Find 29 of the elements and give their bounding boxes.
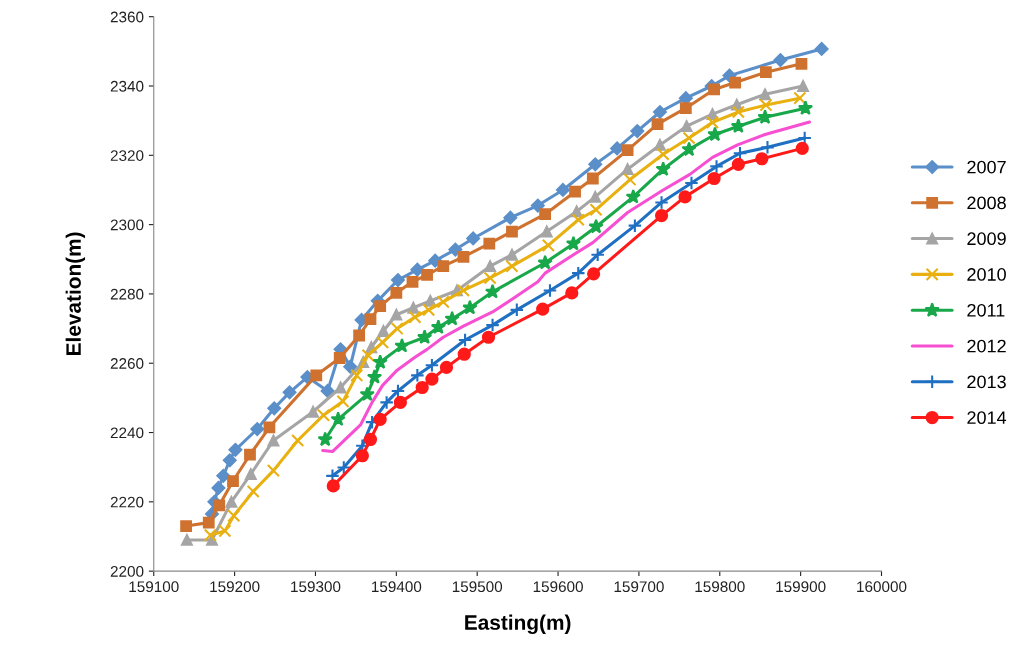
y-tick-label: 2360	[110, 11, 144, 23]
legend-label: 2009	[967, 232, 1006, 246]
y-tick-label: 2200	[110, 566, 144, 577]
legend-label: 2014	[967, 411, 1007, 425]
y-tick-label: 2280	[110, 288, 144, 300]
y-axis-title: Elevation(m)	[65, 232, 86, 356]
y-tick-label: 2320	[110, 150, 144, 161]
x-tick-label: 159200	[210, 581, 260, 593]
x-tick-label: 159500	[452, 581, 503, 593]
x-tick-label: 159800	[695, 581, 745, 593]
x-tick-label: 159300	[291, 581, 341, 593]
x-tick-label: 159600	[533, 581, 583, 593]
x-tick-label: 159100	[129, 581, 179, 593]
x-axis-title: Easting(m)	[465, 614, 571, 635]
legend-label: 2008	[967, 196, 1006, 210]
legend-label: 2010	[967, 268, 1006, 281]
legend-label: 2013	[967, 375, 1006, 389]
legend-label: 2012	[967, 339, 1006, 353]
x-tick-label: 159400	[372, 581, 422, 593]
x-tick-label: 160000	[857, 581, 907, 593]
y-tick-label: 2340	[110, 80, 144, 92]
x-tick-label: 159700	[614, 581, 664, 593]
y-tick-label: 2220	[110, 496, 144, 508]
x-tick-label: 159900	[776, 581, 826, 593]
y-tick-label: 2260	[110, 358, 144, 369]
legend-label: 2007	[967, 160, 1006, 174]
legend-label: 2011	[967, 303, 1005, 317]
y-tick-label: 2240	[110, 427, 144, 439]
y-tick-label: 2300	[110, 219, 144, 231]
